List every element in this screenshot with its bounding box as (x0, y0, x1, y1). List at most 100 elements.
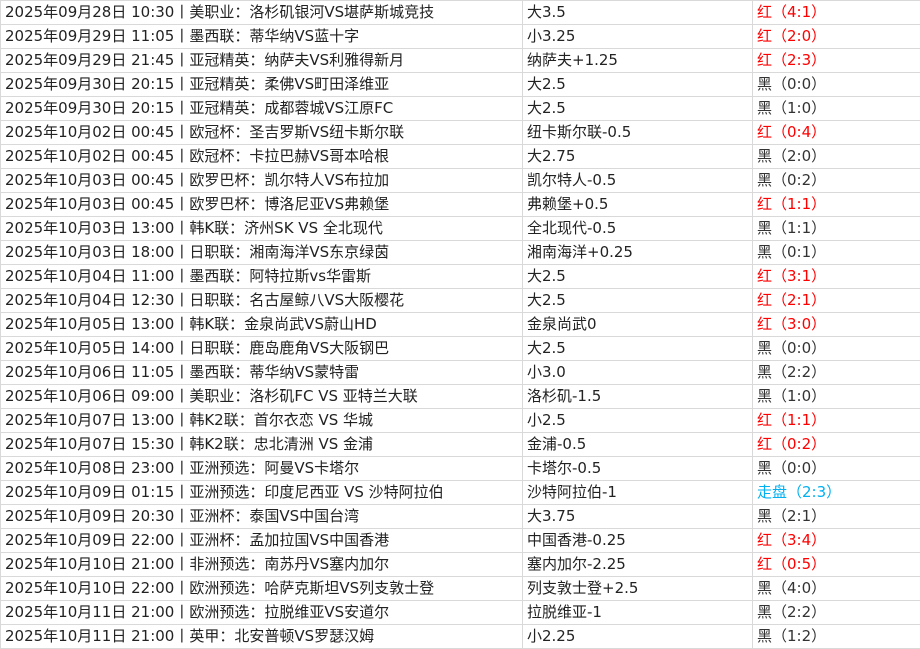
match-cell[interactable]: 2025年10月05日 13:00丨韩K联：金泉尚武VS蔚山HD (0, 312, 523, 337)
match-cell[interactable]: 2025年10月06日 11:05丨墨西联：蒂华纳VS蒙特雷 (0, 360, 523, 385)
result-cell[interactable]: 红（0:2） (752, 432, 920, 457)
pick-cell[interactable]: 全北现代-0.5 (522, 216, 753, 241)
pick-cell[interactable]: 小3.0 (522, 360, 753, 385)
pick-cell[interactable]: 小2.5 (522, 408, 753, 433)
match-cell[interactable]: 2025年10月03日 18:00丨日职联：湘南海洋VS东京绿茵 (0, 240, 523, 265)
table-row: 2025年10月09日 22:00丨亚洲杯：孟加拉国VS中国香港 中国香港-0.2… (0, 528, 920, 553)
match-cell[interactable]: 2025年10月10日 21:00丨非洲预选：南苏丹VS塞内加尔 (0, 552, 523, 577)
pick-cell[interactable]: 小2.25 (522, 624, 753, 649)
pick-cell[interactable]: 纽卡斯尔联-0.5 (522, 120, 753, 145)
match-cell[interactable]: 2025年09月30日 20:15丨亚冠精英：柔佛VS町田泽维亚 (0, 72, 523, 97)
table-row: 2025年10月09日 20:30丨亚洲杯：泰国VS中国台湾 大3.75 黑（2:1… (0, 504, 920, 529)
table-row: 2025年10月10日 22:00丨欧洲预选：哈萨克斯坦VS列支敦士登 列支敦士登… (0, 576, 920, 601)
match-cell[interactable]: 2025年10月06日 09:00丨美职业：洛杉矶FC VS 亚特兰大联 (0, 384, 523, 409)
pick-cell[interactable]: 大2.5 (522, 264, 753, 289)
table-row: 2025年10月05日 14:00丨日职联：鹿岛鹿角VS大阪钢巴 大2.5 黑（0:… (0, 336, 920, 361)
pick-cell[interactable]: 大3.5 (522, 0, 753, 25)
result-cell[interactable]: 红（3:0） (752, 312, 920, 337)
pick-cell[interactable]: 大2.75 (522, 144, 753, 169)
result-cell[interactable]: 走盘（2:3） (752, 480, 920, 505)
result-cell[interactable]: 红（4:1） (752, 0, 920, 25)
result-cell[interactable]: 黑（0:2） (752, 168, 920, 193)
result-cell[interactable]: 红（0:5） (752, 552, 920, 577)
table-row: 2025年10月08日 23:00丨亚洲预选：阿曼VS卡塔尔 卡塔尔-0.5 黑（0… (0, 456, 920, 481)
result-cell[interactable]: 黑（1:0） (752, 384, 920, 409)
pick-cell[interactable]: 大2.5 (522, 336, 753, 361)
match-cell[interactable]: 2025年10月03日 00:45丨欧罗巴杯：凯尔特人VS布拉加 (0, 168, 523, 193)
result-cell[interactable]: 红（2:0） (752, 24, 920, 49)
pick-cell[interactable]: 纳萨夫+1.25 (522, 48, 753, 73)
match-cell[interactable]: 2025年10月02日 00:45丨欧冠杯：圣吉罗斯VS纽卡斯尔联 (0, 120, 523, 145)
pick-cell[interactable]: 金浦-0.5 (522, 432, 753, 457)
result-cell[interactable]: 黑（2:0） (752, 144, 920, 169)
match-cell[interactable]: 2025年10月11日 21:00丨欧洲预选：拉脱维亚VS安道尔 (0, 600, 523, 625)
pick-cell[interactable]: 拉脱维亚-1 (522, 600, 753, 625)
result-cell[interactable]: 黑（0:0） (752, 72, 920, 97)
pick-cell[interactable]: 中国香港-0.25 (522, 528, 753, 553)
table-row: 2025年10月07日 13:00丨韩K2联：首尔衣恋 VS 华城 小2.5 红（1… (0, 408, 920, 433)
match-cell[interactable]: 2025年10月09日 22:00丨亚洲杯：孟加拉国VS中国香港 (0, 528, 523, 553)
result-cell[interactable]: 红（1:1） (752, 192, 920, 217)
table-row: 2025年09月28日 10:30丨美职业：洛杉矶银河VS堪萨斯城竞技 大3.5 红… (0, 0, 920, 25)
result-cell[interactable]: 黑（1:2） (752, 624, 920, 649)
table-row: 2025年10月11日 21:00丨欧洲预选：拉脱维亚VS安道尔 拉脱维亚-1 黑（… (0, 600, 920, 625)
result-cell[interactable]: 红（0:4） (752, 120, 920, 145)
result-cell[interactable]: 黑（2:1） (752, 504, 920, 529)
pick-cell[interactable]: 洛杉矶-1.5 (522, 384, 753, 409)
table-row: 2025年10月11日 21:00丨英甲：北安普顿VS罗瑟汉姆 小2.25 黑（1:… (0, 624, 920, 649)
result-cell[interactable]: 黑（0:1） (752, 240, 920, 265)
result-cell[interactable]: 黑（2:2） (752, 600, 920, 625)
match-cell[interactable]: 2025年10月10日 22:00丨欧洲预选：哈萨克斯坦VS列支敦士登 (0, 576, 523, 601)
match-cell[interactable]: 2025年10月02日 00:45丨欧冠杯：卡拉巴赫VS哥本哈根 (0, 144, 523, 169)
result-cell[interactable]: 黑（1:1） (752, 216, 920, 241)
match-cell[interactable]: 2025年10月07日 15:30丨韩K2联：忠北清洲 VS 金浦 (0, 432, 523, 457)
result-cell[interactable]: 红（3:1） (752, 264, 920, 289)
match-cell[interactable]: 2025年10月05日 14:00丨日职联：鹿岛鹿角VS大阪钢巴 (0, 336, 523, 361)
result-cell[interactable]: 黑（0:0） (752, 336, 920, 361)
match-cell[interactable]: 2025年10月03日 13:00丨韩K联：济州SK VS 全北现代 (0, 216, 523, 241)
match-cell[interactable]: 2025年09月29日 21:45丨亚冠精英：纳萨夫VS利雅得新月 (0, 48, 523, 73)
pick-cell[interactable]: 大2.5 (522, 288, 753, 313)
table-row: 2025年10月06日 11:05丨墨西联：蒂华纳VS蒙特雷 小3.0 黑（2:2） (0, 360, 920, 385)
match-cell[interactable]: 2025年10月11日 21:00丨英甲：北安普顿VS罗瑟汉姆 (0, 624, 523, 649)
pick-cell[interactable]: 弗赖堡+0.5 (522, 192, 753, 217)
pick-cell[interactable]: 卡塔尔-0.5 (522, 456, 753, 481)
pick-cell[interactable]: 大2.5 (522, 96, 753, 121)
table-row: 2025年10月03日 18:00丨日职联：湘南海洋VS东京绿茵 湘南海洋+0.2… (0, 240, 920, 265)
pick-cell[interactable]: 凯尔特人-0.5 (522, 168, 753, 193)
result-cell[interactable]: 红（2:3） (752, 48, 920, 73)
match-cell[interactable]: 2025年10月08日 23:00丨亚洲预选：阿曼VS卡塔尔 (0, 456, 523, 481)
table-row: 2025年10月05日 13:00丨韩K联：金泉尚武VS蔚山HD 金泉尚武0 红（3… (0, 312, 920, 337)
match-cell[interactable]: 2025年10月03日 00:45丨欧罗巴杯：博洛尼亚VS弗赖堡 (0, 192, 523, 217)
result-cell[interactable]: 红（1:1） (752, 408, 920, 433)
result-cell[interactable]: 红（3:4） (752, 528, 920, 553)
pick-cell[interactable]: 大3.75 (522, 504, 753, 529)
result-cell[interactable]: 黑（1:0） (752, 96, 920, 121)
table-row: 2025年10月03日 13:00丨韩K联：济州SK VS 全北现代 全北现代-0… (0, 216, 920, 241)
result-cell[interactable]: 黑（0:0） (752, 456, 920, 481)
match-cell[interactable]: 2025年09月30日 20:15丨亚冠精英：成都蓉城VS江原FC (0, 96, 523, 121)
pick-cell[interactable]: 塞内加尔-2.25 (522, 552, 753, 577)
pick-cell[interactable]: 湘南海洋+0.25 (522, 240, 753, 265)
result-cell[interactable]: 红（2:1） (752, 288, 920, 313)
match-cell[interactable]: 2025年09月28日 10:30丨美职业：洛杉矶银河VS堪萨斯城竞技 (0, 0, 523, 25)
result-cell[interactable]: 黑（2:2） (752, 360, 920, 385)
match-cell[interactable]: 2025年10月09日 01:15丨亚洲预选：印度尼西亚 VS 沙特阿拉伯 (0, 480, 523, 505)
match-cell[interactable]: 2025年10月07日 13:00丨韩K2联：首尔衣恋 VS 华城 (0, 408, 523, 433)
pick-cell[interactable]: 大2.5 (522, 72, 753, 97)
match-cell[interactable]: 2025年10月09日 20:30丨亚洲杯：泰国VS中国台湾 (0, 504, 523, 529)
match-cell[interactable]: 2025年10月04日 11:00丨墨西联：阿特拉斯vs华雷斯 (0, 264, 523, 289)
pick-cell[interactable]: 列支敦士登+2.5 (522, 576, 753, 601)
match-cell[interactable]: 2025年09月29日 11:05丨墨西联：蒂华纳VS蓝十字 (0, 24, 523, 49)
table-row: 2025年10月09日 01:15丨亚洲预选：印度尼西亚 VS 沙特阿拉伯 沙特阿… (0, 480, 920, 505)
table-row: 2025年09月29日 21:45丨亚冠精英：纳萨夫VS利雅得新月 纳萨夫+1.2… (0, 48, 920, 73)
table-row: 2025年09月30日 20:15丨亚冠精英：柔佛VS町田泽维亚 大2.5 黑（0:… (0, 72, 920, 97)
table-row: 2025年10月06日 09:00丨美职业：洛杉矶FC VS 亚特兰大联 洛杉矶-… (0, 384, 920, 409)
pick-cell[interactable]: 金泉尚武0 (522, 312, 753, 337)
pick-cell[interactable]: 小3.25 (522, 24, 753, 49)
pick-cell[interactable]: 沙特阿拉伯-1 (522, 480, 753, 505)
result-cell[interactable]: 黑（4:0） (752, 576, 920, 601)
match-cell[interactable]: 2025年10月04日 12:30丨日职联：名古屋鲸八VS大阪樱花 (0, 288, 523, 313)
